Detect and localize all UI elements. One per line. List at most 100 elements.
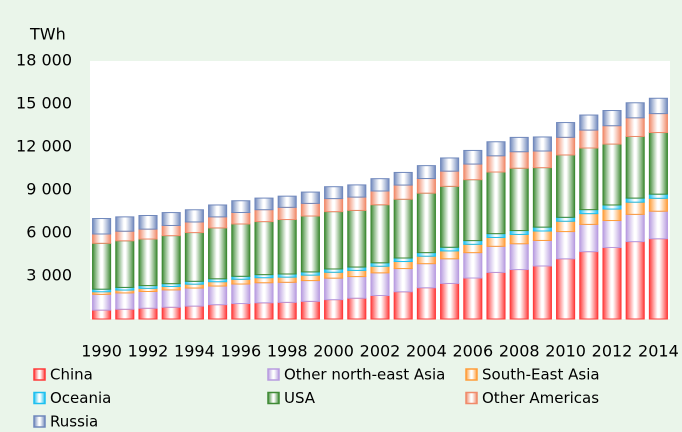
bar-segment bbox=[393, 291, 413, 320]
bar-segment bbox=[324, 271, 344, 279]
bar-segment bbox=[648, 238, 668, 320]
legend-label: USA bbox=[284, 389, 316, 407]
bar-segment bbox=[161, 224, 181, 237]
bar-segment bbox=[92, 293, 112, 311]
bar-segment bbox=[347, 297, 367, 320]
bar-segment bbox=[161, 289, 181, 308]
bar-segment bbox=[463, 240, 483, 245]
bar-segment bbox=[416, 178, 436, 194]
bar-segment bbox=[208, 227, 228, 280]
bar-segment bbox=[277, 301, 297, 320]
bar-segment bbox=[254, 277, 274, 284]
legend-swatch bbox=[465, 368, 478, 381]
x-tick-label: 2014 bbox=[638, 342, 679, 361]
bar-segment bbox=[532, 150, 552, 169]
bar-segment bbox=[556, 216, 576, 222]
bar-segment bbox=[532, 265, 552, 320]
x-tick-label: 1998 bbox=[267, 342, 308, 361]
bar-segment bbox=[324, 299, 344, 320]
bar-segment bbox=[277, 206, 297, 221]
x-tick-label: 2002 bbox=[360, 342, 401, 361]
x-tick-label: 2004 bbox=[406, 342, 447, 361]
x-tick-label: 1992 bbox=[128, 342, 169, 361]
bar-segment bbox=[579, 114, 599, 131]
bar-segment bbox=[556, 136, 576, 156]
bar-segment bbox=[393, 198, 413, 259]
bar-segment bbox=[579, 209, 599, 215]
bar-segment bbox=[184, 287, 204, 307]
bar-segment bbox=[92, 242, 112, 290]
bar-segment bbox=[440, 157, 460, 172]
x-tick-label: 2000 bbox=[313, 342, 354, 361]
bar-segment bbox=[231, 303, 251, 320]
bar-segment bbox=[161, 235, 181, 285]
bar-segment bbox=[184, 283, 204, 289]
bar-segment bbox=[556, 258, 576, 320]
bar-segment bbox=[370, 272, 390, 296]
bar-segment bbox=[231, 283, 251, 305]
bar-segment bbox=[370, 294, 390, 320]
bar-segment bbox=[138, 238, 158, 287]
legend-label: Other north-east Asia bbox=[284, 366, 445, 384]
y-axis-title: TWh bbox=[29, 25, 66, 44]
bar-segment bbox=[393, 171, 413, 186]
bar-segment bbox=[324, 277, 344, 301]
bar-segment bbox=[300, 280, 320, 302]
bar-segment bbox=[532, 167, 552, 228]
y-tick-label: 15 000 bbox=[16, 94, 72, 113]
legend-label: South-East Asia bbox=[482, 366, 600, 384]
bar-segment bbox=[393, 268, 413, 293]
bar-segment bbox=[579, 213, 599, 225]
x-tick-label: 1990 bbox=[81, 342, 122, 361]
bar-segment bbox=[277, 281, 297, 303]
x-tick-label: 2012 bbox=[592, 342, 633, 361]
bar-segment bbox=[625, 213, 645, 243]
bar-segment bbox=[509, 230, 529, 235]
bar-segment bbox=[324, 198, 344, 213]
bar-segment bbox=[486, 155, 506, 173]
bar-segment bbox=[300, 191, 320, 204]
x-tick-label: 1994 bbox=[174, 342, 215, 361]
bar-segment bbox=[184, 209, 204, 223]
bar-segment bbox=[509, 167, 529, 232]
bar-segment bbox=[579, 251, 599, 320]
bar-segment bbox=[416, 263, 436, 289]
bar-segment bbox=[463, 179, 483, 242]
bar-segment bbox=[370, 204, 390, 264]
bar-segment bbox=[602, 204, 622, 210]
bar-segment bbox=[625, 241, 645, 320]
bar-segment bbox=[648, 210, 668, 240]
y-tick-label: 3 000 bbox=[26, 266, 72, 285]
bar-segment bbox=[532, 136, 552, 152]
bar-segment bbox=[138, 307, 158, 320]
bar-segment bbox=[625, 201, 645, 215]
bar-segment bbox=[579, 147, 599, 211]
bar-segment bbox=[416, 252, 436, 257]
bar-segment bbox=[486, 271, 506, 320]
x-tick-label: 2008 bbox=[499, 342, 540, 361]
bar-segment bbox=[92, 218, 112, 235]
bar-segment bbox=[161, 285, 181, 291]
legend-label: Russia bbox=[50, 413, 98, 431]
bar-segment bbox=[556, 122, 576, 138]
bar-segment bbox=[347, 184, 367, 198]
bar-segment bbox=[463, 243, 483, 254]
bar-segment bbox=[556, 231, 576, 260]
legend-label: China bbox=[50, 366, 93, 384]
bar-segment bbox=[532, 230, 552, 241]
bar-segment bbox=[231, 278, 251, 285]
bar-segment bbox=[648, 197, 668, 212]
y-tick-label: 6 000 bbox=[26, 223, 72, 242]
bar-segment bbox=[231, 212, 251, 225]
bar-segment bbox=[347, 269, 367, 278]
bar-segment bbox=[184, 221, 204, 234]
bar-segment bbox=[579, 129, 599, 149]
bar-segment bbox=[161, 212, 181, 226]
bar-segment bbox=[648, 193, 668, 199]
bar-segment bbox=[115, 240, 135, 288]
legend-label: Other Americas bbox=[482, 389, 599, 407]
bar-segment bbox=[602, 208, 622, 222]
bar-segment bbox=[231, 200, 251, 214]
bar-segment bbox=[440, 170, 460, 187]
